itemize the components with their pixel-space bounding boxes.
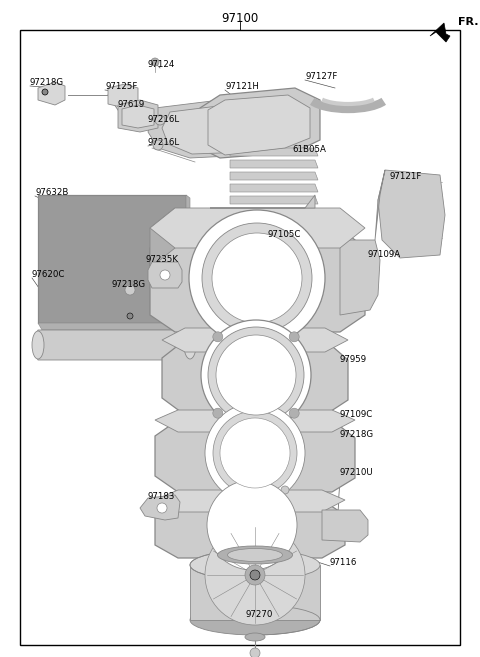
Circle shape [250,570,260,580]
Polygon shape [155,420,355,492]
Circle shape [189,210,325,346]
Polygon shape [38,323,190,330]
Polygon shape [208,95,310,155]
Circle shape [245,565,265,585]
Polygon shape [378,170,445,258]
Text: 97105C: 97105C [268,230,301,239]
Polygon shape [210,195,315,208]
Polygon shape [200,88,320,158]
Polygon shape [162,340,348,415]
Polygon shape [230,172,318,180]
Polygon shape [230,148,318,156]
Text: 97235K: 97235K [145,255,178,264]
Polygon shape [108,84,138,108]
Polygon shape [430,23,450,42]
Polygon shape [186,195,190,330]
Circle shape [205,403,305,503]
Ellipse shape [184,331,196,359]
Text: FR.: FR. [458,17,479,27]
Ellipse shape [217,546,292,564]
Text: 97183: 97183 [148,492,175,501]
Polygon shape [122,105,154,128]
Circle shape [282,505,288,511]
Circle shape [125,285,135,295]
Text: 97620C: 97620C [32,270,65,279]
Text: 97100: 97100 [221,12,259,24]
Circle shape [213,408,223,419]
Polygon shape [190,565,320,620]
Polygon shape [148,262,182,288]
Circle shape [250,648,260,657]
Text: 97121H: 97121H [225,82,259,91]
Circle shape [212,233,302,323]
Circle shape [160,270,170,280]
Circle shape [289,408,299,419]
Ellipse shape [190,605,320,635]
Polygon shape [150,208,175,268]
Ellipse shape [228,549,283,562]
Circle shape [153,140,163,150]
Circle shape [155,115,165,125]
Ellipse shape [190,550,320,580]
Polygon shape [340,240,380,315]
Text: 97109A: 97109A [368,250,401,259]
Polygon shape [34,330,192,360]
Circle shape [205,525,305,625]
Circle shape [127,313,133,319]
Circle shape [216,335,296,415]
Text: 97127F: 97127F [305,72,337,81]
Bar [38,195,186,323]
Polygon shape [375,170,385,240]
Circle shape [202,223,312,333]
Ellipse shape [245,633,265,641]
Text: 97124: 97124 [148,60,175,69]
Polygon shape [148,100,310,158]
Polygon shape [322,510,368,542]
Circle shape [207,480,297,570]
Polygon shape [162,328,348,352]
Text: 97270: 97270 [245,610,272,619]
Circle shape [281,486,289,494]
Text: 97109C: 97109C [340,410,373,419]
Polygon shape [150,208,365,248]
Text: 97619: 97619 [118,100,145,109]
Polygon shape [38,82,65,105]
Text: 97216L: 97216L [148,138,180,147]
Polygon shape [150,228,365,332]
Circle shape [151,58,159,66]
Circle shape [213,411,297,495]
Ellipse shape [32,331,44,359]
Text: 97218G: 97218G [112,280,146,289]
Polygon shape [155,410,355,432]
Text: 97116: 97116 [330,558,358,567]
Polygon shape [155,490,345,512]
Polygon shape [230,196,318,204]
Polygon shape [140,495,180,520]
Polygon shape [230,184,318,192]
Circle shape [42,89,48,95]
Polygon shape [162,106,298,154]
Text: 97218G: 97218G [30,78,64,87]
Text: 97125F: 97125F [105,82,137,91]
Circle shape [213,332,223,342]
Text: 97959: 97959 [340,355,367,364]
Polygon shape [118,100,158,132]
Text: 97632B: 97632B [35,188,68,197]
Circle shape [208,327,304,423]
Circle shape [201,320,311,430]
Circle shape [289,332,299,342]
Text: 97216L: 97216L [148,115,180,124]
Text: 61B05A: 61B05A [292,145,326,154]
Polygon shape [155,500,345,558]
Circle shape [220,418,290,488]
Text: 97210U: 97210U [340,468,374,477]
Text: 97218G: 97218G [340,430,374,439]
Circle shape [157,503,167,513]
Text: 97121F: 97121F [390,172,422,181]
Polygon shape [230,160,318,168]
